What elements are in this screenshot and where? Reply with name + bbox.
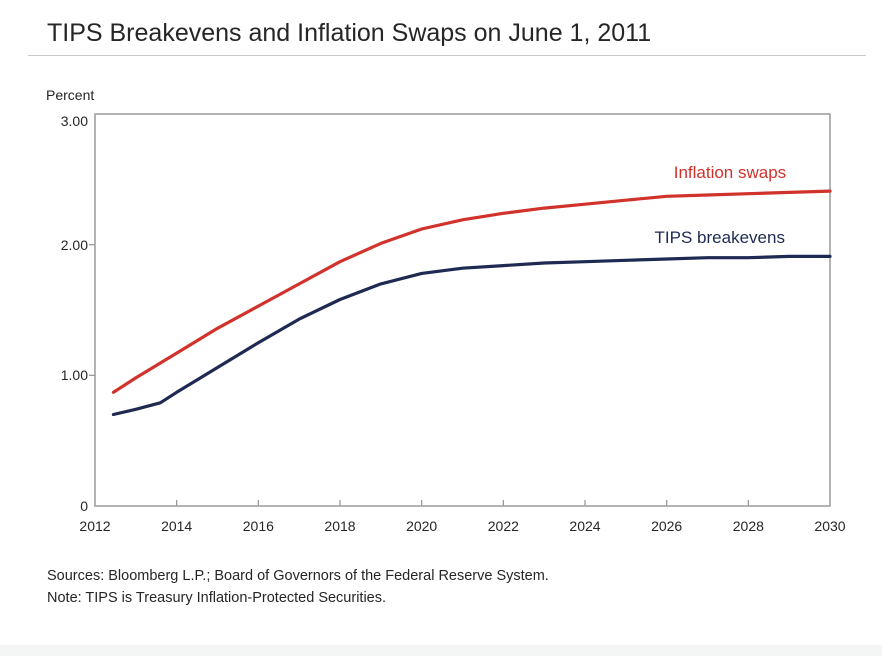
tips-breakevens-label: TIPS breakevens <box>654 228 785 248</box>
y-axis-tick-label: 2.00 <box>60 236 88 253</box>
note-line: Note: TIPS is Treasury Inflation-Protect… <box>47 590 387 606</box>
sources-line: Sources: Bloomberg L.P.; Board of Govern… <box>47 568 549 584</box>
y-axis-tick-label: 3.00 <box>60 113 88 129</box>
x-axis-tick-label: 2014 <box>161 518 193 534</box>
plot-border <box>94 113 831 507</box>
tips-breakevens-line <box>111 254 832 417</box>
x-axis-tick-label: 2020 <box>406 518 438 534</box>
x-axis-tick-label: 2022 <box>487 518 519 534</box>
inflation-swaps-line <box>111 189 832 394</box>
chart-title-date: June 1, 2011 <box>508 19 652 47</box>
chart-title-text: TIPS Breakevens and Inflation Swaps on <box>47 19 509 47</box>
chart-title: TIPS Breakevens and Inflation Swaps on J… <box>47 18 651 48</box>
y-axis-tick-label: 0 <box>80 498 88 514</box>
x-axis-tick-label: 2024 <box>569 518 601 534</box>
x-axis-tick-label: 2016 <box>242 518 274 534</box>
inflation-swaps-label: Inflation swaps <box>673 162 787 182</box>
title-divider-rule <box>28 55 866 56</box>
x-axis-tick-label: 2012 <box>79 518 111 534</box>
y-axis-unit-label: Percent <box>46 87 95 103</box>
x-axis-tick-label: 2026 <box>651 518 683 534</box>
bottom-gray-strip <box>0 645 882 656</box>
x-axis-tick-label: 2018 <box>324 518 356 534</box>
y-axis-tick-label: 1.00 <box>60 367 88 384</box>
x-axis-tick-label: 2028 <box>732 518 764 534</box>
x-axis-tick-label: 2030 <box>814 518 846 534</box>
